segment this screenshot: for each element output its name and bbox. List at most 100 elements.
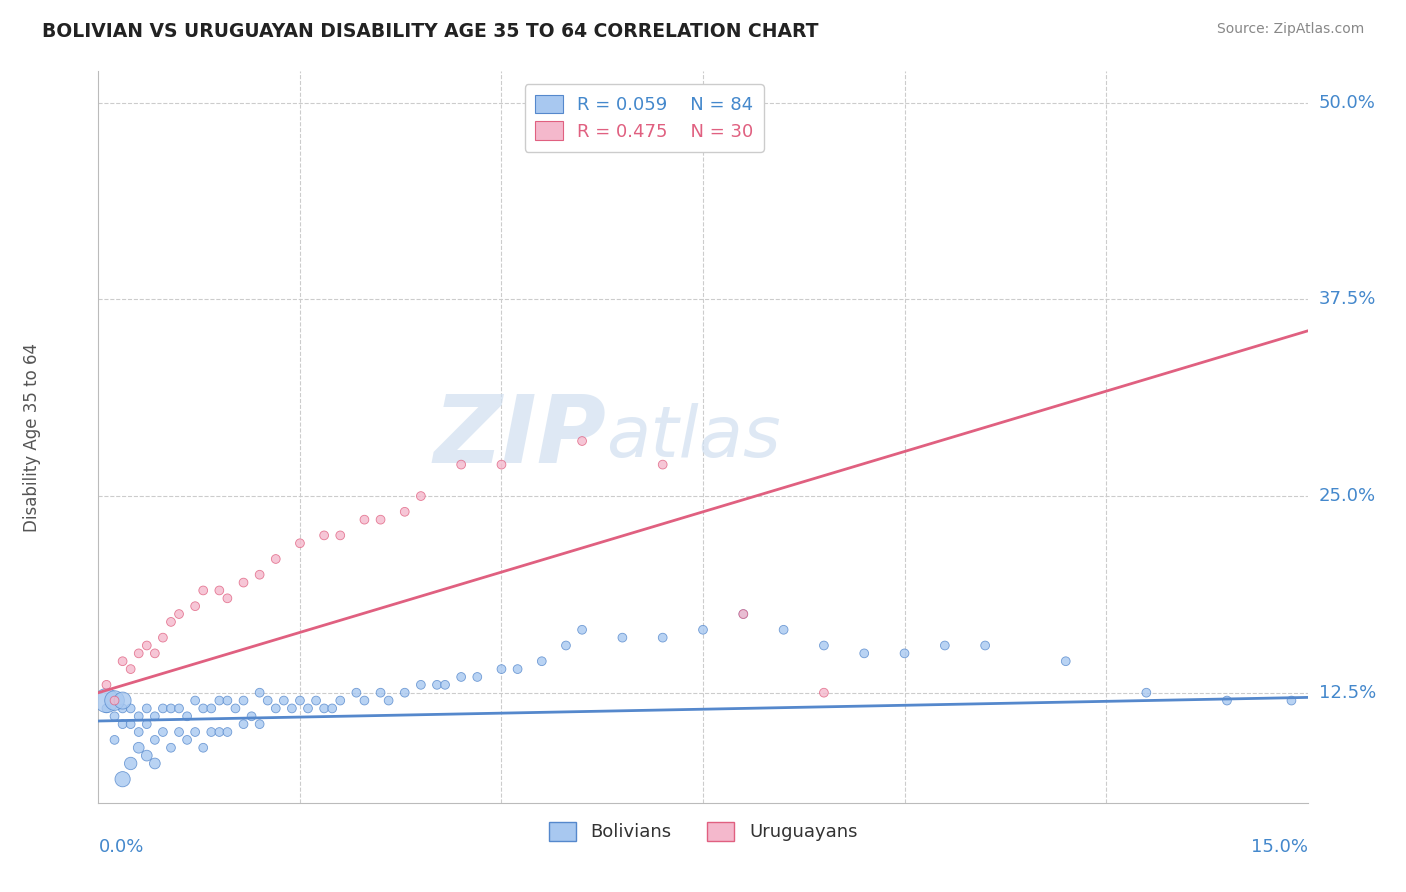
Point: [297, 701, 319, 715]
Point: [394, 686, 416, 700]
Point: [491, 662, 513, 676]
Point: [184, 599, 207, 614]
Point: [651, 458, 673, 472]
Point: [167, 725, 190, 739]
Point: [232, 575, 254, 590]
Point: [217, 725, 239, 739]
Point: [353, 513, 375, 527]
Text: ZIP: ZIP: [433, 391, 606, 483]
Point: [555, 639, 578, 653]
Point: [813, 639, 835, 653]
Point: [120, 662, 142, 676]
Point: [353, 693, 375, 707]
Point: [329, 693, 352, 707]
Point: [208, 693, 231, 707]
Point: [506, 662, 529, 676]
Text: 25.0%: 25.0%: [1319, 487, 1376, 505]
Point: [249, 686, 271, 700]
Point: [853, 646, 876, 660]
Point: [152, 631, 174, 645]
Point: [571, 434, 593, 448]
Point: [224, 701, 246, 715]
Point: [135, 639, 157, 653]
Point: [128, 740, 150, 755]
Point: [217, 591, 239, 606]
Point: [208, 725, 231, 739]
Point: [612, 631, 634, 645]
Point: [143, 646, 166, 660]
Point: [314, 528, 336, 542]
Point: [571, 623, 593, 637]
Point: [232, 717, 254, 731]
Point: [974, 639, 997, 653]
Text: Source: ZipAtlas.com: Source: ZipAtlas.com: [1216, 22, 1364, 37]
Point: [96, 701, 118, 715]
Point: [394, 505, 416, 519]
Point: [409, 678, 432, 692]
Point: [120, 701, 142, 715]
Point: [450, 458, 472, 472]
Point: [305, 693, 328, 707]
Point: [143, 732, 166, 747]
Point: [96, 678, 118, 692]
Point: [120, 717, 142, 731]
Legend: Bolivians, Uruguayans: Bolivians, Uruguayans: [537, 811, 869, 852]
Point: [135, 748, 157, 763]
Point: [135, 701, 157, 715]
Point: [160, 701, 183, 715]
Point: [167, 607, 190, 621]
Point: [152, 725, 174, 739]
Point: [733, 607, 755, 621]
Point: [264, 552, 287, 566]
Point: [530, 654, 553, 668]
Point: [200, 701, 222, 715]
Point: [103, 732, 125, 747]
Point: [167, 701, 190, 715]
Point: [329, 528, 352, 542]
Point: [200, 725, 222, 739]
Point: [377, 693, 399, 707]
Point: [103, 709, 125, 723]
Point: [256, 693, 278, 707]
Point: [733, 607, 755, 621]
Point: [450, 670, 472, 684]
Text: 12.5%: 12.5%: [1319, 683, 1376, 702]
Point: [893, 646, 915, 660]
Point: [314, 701, 336, 715]
Text: BOLIVIAN VS URUGUAYAN DISABILITY AGE 35 TO 64 CORRELATION CHART: BOLIVIAN VS URUGUAYAN DISABILITY AGE 35 …: [42, 22, 818, 41]
Point: [143, 709, 166, 723]
Point: [160, 615, 183, 629]
Point: [434, 678, 457, 692]
Text: 0.0%: 0.0%: [98, 838, 143, 855]
Point: [772, 623, 794, 637]
Point: [273, 693, 295, 707]
Point: [426, 678, 449, 692]
Point: [288, 536, 311, 550]
Point: [193, 701, 215, 715]
Point: [1216, 693, 1239, 707]
Point: [1054, 654, 1077, 668]
Point: [491, 458, 513, 472]
Point: [281, 701, 304, 715]
Point: [249, 567, 271, 582]
Point: [96, 693, 118, 707]
Point: [111, 772, 134, 787]
Point: [103, 693, 125, 707]
Point: [370, 686, 392, 700]
Point: [128, 725, 150, 739]
Text: 37.5%: 37.5%: [1319, 291, 1376, 309]
Point: [128, 646, 150, 660]
Text: 50.0%: 50.0%: [1319, 94, 1375, 112]
Point: [160, 740, 183, 755]
Point: [465, 670, 488, 684]
Point: [176, 732, 198, 747]
Point: [264, 701, 287, 715]
Point: [176, 709, 198, 723]
Point: [103, 693, 125, 707]
Point: [934, 639, 956, 653]
Text: atlas: atlas: [606, 402, 780, 472]
Point: [184, 693, 207, 707]
Text: 15.0%: 15.0%: [1250, 838, 1308, 855]
Point: [111, 717, 134, 731]
Point: [120, 756, 142, 771]
